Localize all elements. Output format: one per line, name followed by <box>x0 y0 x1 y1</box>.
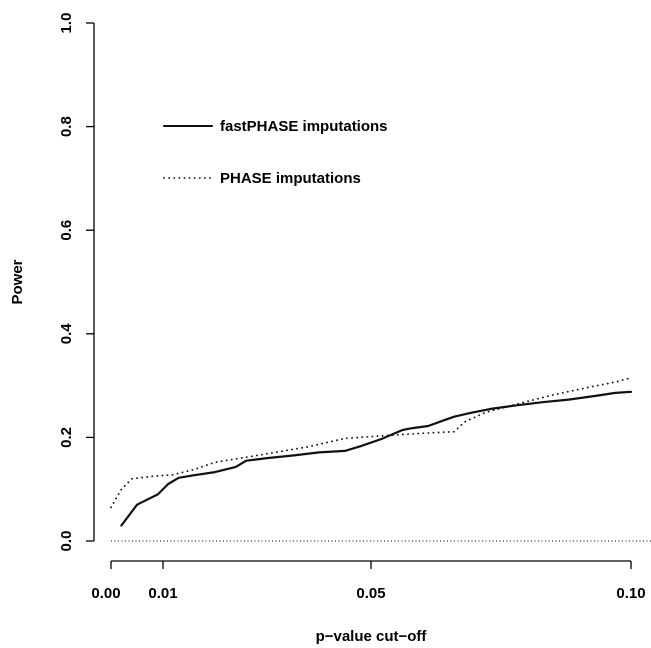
y-tick-label: 0.0 <box>58 531 75 552</box>
y-tick-label: 0.2 <box>58 427 75 448</box>
x-tick-label: 0.10 <box>616 585 645 602</box>
x-tick-label: 0.00 <box>91 585 120 602</box>
y-tick-label: 0.6 <box>58 220 75 241</box>
series-lines <box>110 376 633 527</box>
legend: fastPHASE imputations PHASE imputations <box>163 118 388 187</box>
legend-label: fastPHASE imputations <box>220 118 388 135</box>
y-tick-label: 0.8 <box>58 116 75 137</box>
x-tick-label: 0.05 <box>356 585 385 602</box>
axes: 0.0 0.2 0.4 0.6 0.8 1.0 0.00 0.01 0.05 0.10 <box>58 13 646 602</box>
y-tick-label: 0.4 <box>58 323 75 345</box>
x-tick-label: 0.01 <box>148 585 177 602</box>
series-line-fastphase <box>120 390 633 527</box>
legend-label: PHASE imputations <box>220 170 361 187</box>
x-axis-title: p−value cut−off <box>316 628 428 645</box>
y-axis-title: Power <box>9 259 26 304</box>
y-tick-label: 1.0 <box>58 13 75 34</box>
